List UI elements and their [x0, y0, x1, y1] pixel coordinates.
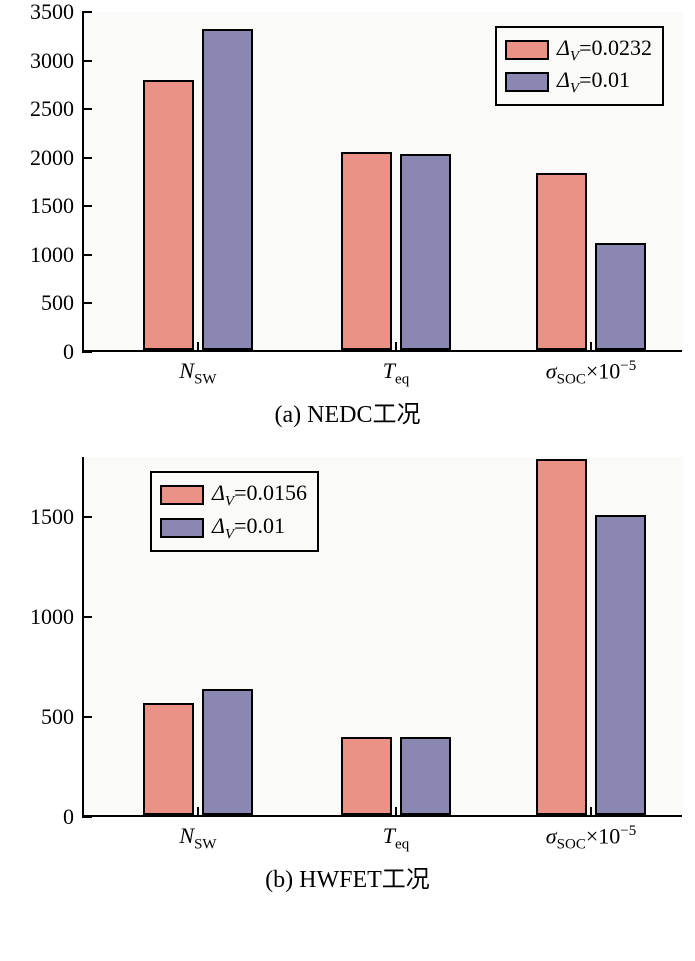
y-tick	[82, 205, 92, 207]
legend-label: ΔV=0.0232	[557, 34, 652, 66]
bar	[400, 737, 451, 815]
x-tick	[197, 342, 199, 350]
y-tick-label: 500	[41, 704, 74, 730]
legend-label: ΔV=0.01	[212, 512, 285, 544]
bar	[143, 80, 194, 350]
y-tick-label: 1000	[30, 242, 74, 268]
x-category-label: Teq	[383, 358, 409, 388]
y-tick-label: 2000	[30, 145, 74, 171]
y-tick	[82, 157, 92, 159]
legend-swatch	[160, 485, 204, 505]
x-category-label: NSW	[179, 358, 216, 388]
chart-nedc-caption: (a) NEDC工况	[12, 394, 683, 429]
x-category-label: Teq	[383, 823, 409, 853]
bar	[202, 689, 253, 815]
legend-item: ΔV=0.0156	[160, 479, 307, 511]
y-tick-label: 500	[41, 290, 74, 316]
y-tick	[82, 351, 92, 353]
x-tick	[197, 807, 199, 815]
chart-nedc-legend: ΔV=0.0232ΔV=0.01	[495, 26, 664, 106]
y-tick	[82, 616, 92, 618]
bar	[536, 173, 587, 350]
x-tick	[590, 807, 592, 815]
chart-hwfet-plot: 050010001500NSWTeqσSOC×10−5ΔV=0.0156ΔV=0…	[82, 457, 682, 817]
y-tick-label: 0	[63, 804, 74, 830]
chart-hwfet: 0 500 1000 1500 NSW Teq σSOC×10−5 ΔV=0.0156ΔV=0…	[12, 457, 683, 894]
chart-nedc-frame: 0500100015002000250030003500NSWTeqσSOC×1…	[82, 12, 683, 352]
y-tick-label: 3000	[30, 48, 74, 74]
legend-label: ΔV=0.01	[557, 66, 630, 98]
y-tick-label: 3500	[30, 0, 74, 25]
bar	[400, 154, 451, 350]
bar	[595, 515, 646, 815]
bar	[341, 152, 392, 350]
bar	[143, 703, 194, 815]
legend-swatch	[505, 72, 549, 92]
y-tick	[82, 716, 92, 718]
legend-item: ΔV=0.01	[505, 66, 652, 98]
chart-nedc: 0500100015002000250030003500NSWTeqσSOC×1…	[12, 12, 683, 429]
y-tick-label: 2500	[30, 96, 74, 122]
legend-swatch	[505, 40, 549, 60]
bar	[341, 737, 392, 815]
y-tick	[82, 302, 92, 304]
x-category-label: NSW	[179, 823, 216, 853]
chart-hwfet-caption: (b) HWFET工况	[12, 859, 683, 894]
x-tick	[395, 342, 397, 350]
y-tick	[82, 60, 92, 62]
x-category-label: σSOC×10−5	[546, 823, 636, 854]
chart-hwfet-legend: ΔV=0.0156ΔV=0.01	[150, 471, 319, 551]
y-tick-label: 1500	[30, 193, 74, 219]
y-tick-label: 1000	[30, 604, 74, 630]
y-tick	[82, 816, 92, 818]
chart-nedc-plot: 0500100015002000250030003500NSWTeqσSOC×1…	[82, 12, 682, 352]
bar	[595, 243, 646, 350]
bar	[536, 459, 587, 815]
y-tick-label: 0	[63, 339, 74, 365]
chart-hwfet-frame: 050010001500NSWTeqσSOC×10−5ΔV=0.0156ΔV=0…	[82, 457, 683, 817]
bar	[202, 29, 253, 350]
legend-label: ΔV=0.0156	[212, 479, 307, 511]
y-tick-label: 1500	[30, 504, 74, 530]
y-tick	[82, 516, 92, 518]
y-tick	[82, 254, 92, 256]
y-tick	[82, 108, 92, 110]
legend-item: ΔV=0.01	[160, 512, 307, 544]
x-tick	[395, 807, 397, 815]
legend-swatch	[160, 518, 204, 538]
x-tick	[590, 342, 592, 350]
y-tick	[82, 11, 92, 13]
legend-item: ΔV=0.0232	[505, 34, 652, 66]
x-category-label: σSOC×10−5	[546, 358, 636, 389]
